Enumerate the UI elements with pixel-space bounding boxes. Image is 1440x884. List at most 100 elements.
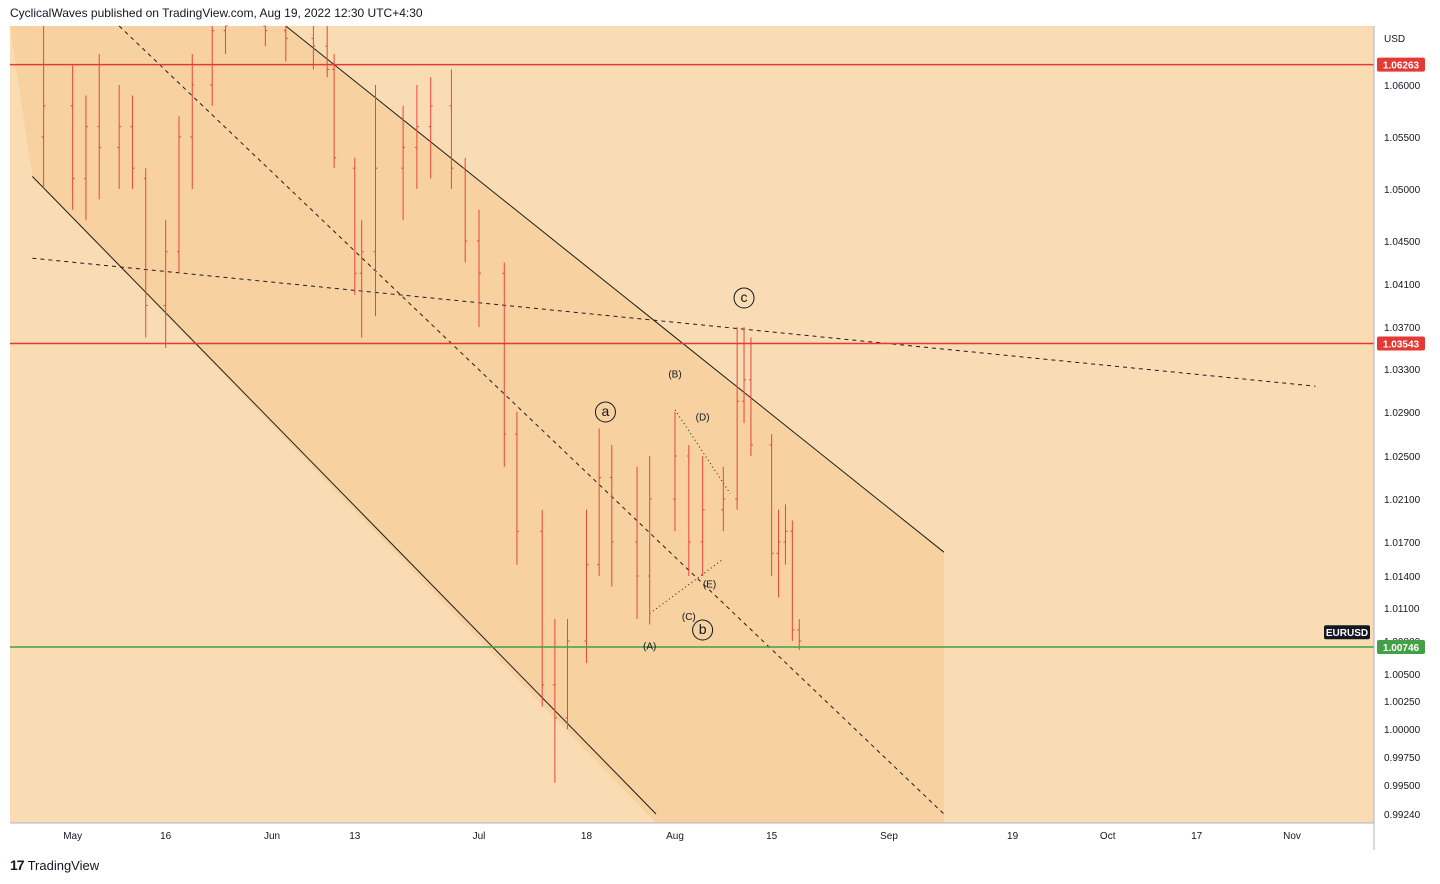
y-tick-label: 1.06000 [1384, 81, 1421, 92]
wave-label: (B) [668, 369, 681, 380]
candle [401, 105, 406, 221]
publisher-header: CyclicalWaves published on TradingView.c… [10, 6, 423, 20]
triangle-boundary[interactable] [649, 558, 724, 614]
y-tick-label: 1.04100 [1384, 280, 1421, 291]
candle [776, 509, 781, 598]
levels-layer [10, 63, 1374, 648]
y-tick-label: 1.01700 [1384, 538, 1421, 549]
candle [163, 220, 168, 348]
trendline-layer [32, 25, 1316, 815]
svg-text:1.03543: 1.03543 [1383, 339, 1420, 350]
candle [609, 445, 614, 587]
candle [263, 25, 268, 47]
x-tick-label: 18 [581, 831, 593, 842]
y-tick-label: 1.02900 [1384, 408, 1421, 419]
x-tick-label: Aug [666, 831, 684, 842]
candle [176, 116, 181, 274]
brand-footer: 17 TradingView [10, 857, 99, 873]
wave-label: b [699, 621, 707, 637]
x-tick-label: May [63, 831, 82, 842]
svg-text:1.06263: 1.06263 [1383, 61, 1420, 72]
svg-text:EURUSD: EURUSD [1326, 628, 1368, 639]
y-tick-label: 1.05000 [1384, 185, 1421, 196]
wave-label: c [741, 289, 748, 305]
candle [190, 53, 195, 189]
x-tick-label: 13 [349, 831, 361, 842]
y-tick-label: 0.99500 [1384, 781, 1421, 792]
candle [748, 337, 753, 456]
candle [352, 157, 357, 295]
y-tick-label: 0.99750 [1384, 753, 1421, 764]
wave-labels-layer: c a b (A) (B) (C) (D) (E) [594, 287, 755, 653]
tradingview-logo-icon: 17 [10, 857, 25, 873]
price-axis[interactable]: USD 1.06000 1.05500 1.05000 1.04500 1.04100 1.… [1384, 34, 1421, 821]
candle [41, 26, 46, 189]
wave-label-circle [692, 619, 714, 641]
candle [283, 26, 288, 62]
candle [130, 95, 135, 189]
candle [117, 85, 122, 189]
candle [414, 85, 419, 189]
y-tick-label: 1.00250 [1384, 697, 1421, 708]
candle [449, 69, 454, 189]
brand-name: TradingView [27, 857, 100, 873]
channel-line[interactable] [285, 25, 945, 553]
candle [540, 509, 545, 707]
candle [332, 53, 337, 169]
x-tick-label: Jul [473, 831, 486, 842]
candle [70, 65, 75, 210]
x-tick-label: 16 [160, 831, 172, 842]
svg-text:1.00746: 1.00746 [1383, 643, 1420, 654]
candle [210, 26, 215, 106]
candle [797, 619, 802, 650]
y-tick-label: 1.02100 [1384, 495, 1421, 506]
y-tick-label: 0.99240 [1384, 810, 1421, 821]
y-tick-label: 1.03300 [1384, 365, 1421, 376]
wave-label: (A) [643, 642, 656, 653]
x-tick-label: 19 [1007, 831, 1019, 842]
currency-label: USD [1384, 34, 1405, 45]
wave-label-circle [733, 287, 755, 309]
candle [635, 466, 640, 619]
candle [83, 95, 88, 221]
candle [359, 220, 364, 338]
price-tags: 1.06263 1.03543 1.00746 EURUSD [1324, 57, 1425, 654]
dashed-trendline[interactable] [32, 257, 1316, 387]
wave-label: (C) [682, 612, 696, 623]
candle [647, 456, 652, 625]
x-tick-label: Oct [1100, 831, 1116, 842]
candle [143, 168, 148, 338]
time-axis[interactable]: May 16 Jun 13 Jul 18 Aug 15 Sep 19 Oct 17 Nov [63, 831, 1301, 842]
candle [325, 26, 330, 78]
x-tick-label: Sep [880, 831, 898, 842]
candle [686, 445, 691, 576]
candle [502, 262, 507, 467]
wave-label-circle [594, 401, 616, 423]
y-tick-label: 1.01400 [1384, 572, 1421, 583]
candle [477, 209, 481, 327]
triangle-boundary[interactable] [674, 409, 731, 494]
y-tick-label: 1.04500 [1384, 237, 1421, 248]
dashed-trendline[interactable] [118, 25, 945, 815]
candle [311, 26, 316, 70]
price-tag: 1.06263 [1377, 57, 1425, 72]
x-tick-label: Jun [264, 831, 280, 842]
x-tick-label: 15 [766, 831, 778, 842]
y-tick-label: 1.01100 [1384, 604, 1420, 615]
wave-label: a [602, 403, 610, 419]
y-tick-label: 1.03700 [1384, 323, 1421, 334]
price-tag: 1.03543 [1377, 336, 1425, 351]
candle [463, 157, 468, 263]
candle [769, 434, 774, 576]
candle [223, 25, 228, 54]
y-tick-label: 1.00500 [1384, 670, 1421, 681]
candle [597, 428, 602, 576]
candle [514, 412, 519, 565]
channel-line[interactable] [32, 176, 657, 815]
candle [783, 504, 788, 565]
candles-layer [41, 25, 802, 783]
candle [673, 412, 677, 532]
x-tick-label: 17 [1191, 831, 1203, 842]
y-tick-label: 1.05500 [1384, 133, 1421, 144]
